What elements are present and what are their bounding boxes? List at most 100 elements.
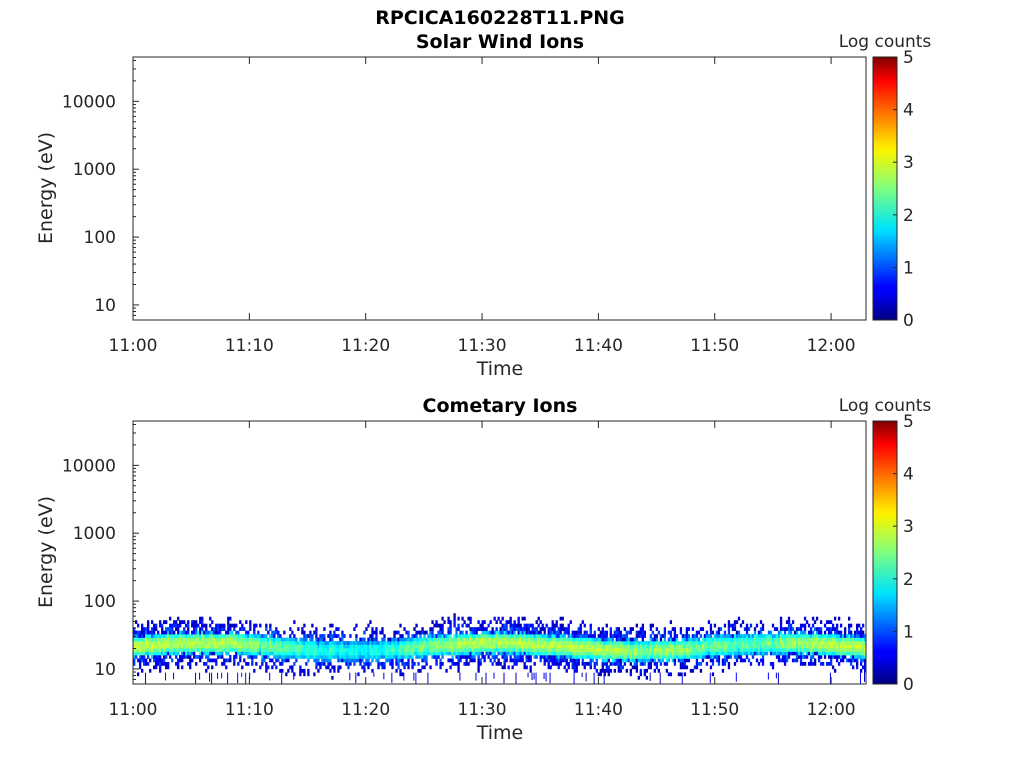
heatmap-cell bbox=[475, 641, 478, 645]
heatmap-cell bbox=[771, 644, 775, 649]
heatmap-cell bbox=[387, 641, 390, 645]
heatmap-cell bbox=[645, 655, 648, 659]
colorbar-tick-label: 0 bbox=[903, 311, 914, 331]
x-axis-label: Time bbox=[476, 722, 524, 744]
heatmap-cell bbox=[857, 644, 861, 649]
heatmap-cell bbox=[281, 668, 284, 673]
heatmap-cell bbox=[859, 627, 863, 631]
heatmap-cell bbox=[547, 637, 550, 642]
heatmap-cell bbox=[855, 648, 859, 652]
heatmap-cell bbox=[605, 665, 608, 670]
heatmap-cell bbox=[817, 648, 821, 652]
heatmap-cell bbox=[753, 648, 757, 652]
heatmap-cell bbox=[543, 661, 546, 666]
heatmap-cell bbox=[479, 644, 482, 649]
heatmap-cell bbox=[649, 627, 652, 631]
heatmap-cell bbox=[327, 661, 330, 666]
heatmap-cell bbox=[285, 641, 288, 645]
heatmap-cell bbox=[771, 648, 775, 652]
heatmap-cell bbox=[679, 641, 683, 645]
heatmap-cell bbox=[861, 648, 865, 652]
heatmap-cell bbox=[681, 672, 683, 684]
heatmap-cell bbox=[553, 623, 556, 628]
heatmap-cell bbox=[783, 637, 787, 642]
heatmap-cell bbox=[689, 641, 693, 645]
colorbar-tick-label: 4 bbox=[903, 465, 914, 485]
heatmap-cell bbox=[711, 672, 715, 677]
heatmap-cell bbox=[685, 634, 689, 638]
heatmap-cell bbox=[265, 665, 268, 670]
heatmap-cell bbox=[513, 661, 516, 666]
heatmap-cell bbox=[285, 658, 288, 663]
heatmap-cell bbox=[695, 658, 699, 663]
heatmap-cell bbox=[683, 655, 687, 659]
heatmap-cell bbox=[847, 616, 851, 621]
heatmap-cell bbox=[583, 655, 586, 659]
heatmap-cell bbox=[779, 623, 783, 628]
heatmap-cell bbox=[491, 644, 494, 649]
heatmap-cell bbox=[537, 648, 540, 652]
heatmap-cell bbox=[667, 651, 671, 656]
heatmap-cell bbox=[699, 641, 703, 645]
heatmap-cell bbox=[543, 644, 546, 649]
heatmap-cell bbox=[555, 651, 558, 656]
heatmap-cell bbox=[217, 672, 219, 679]
heatmap-cell bbox=[751, 655, 755, 659]
heatmap-cell bbox=[249, 627, 252, 631]
heatmap-cell bbox=[411, 641, 414, 645]
heatmap-cell bbox=[177, 665, 180, 670]
heatmap-cell bbox=[613, 668, 616, 673]
heatmap-cell bbox=[317, 661, 320, 666]
heatmap-cell bbox=[781, 634, 785, 638]
heatmap-cell bbox=[239, 644, 242, 649]
heatmap-cell bbox=[693, 641, 697, 645]
heatmap-cell bbox=[159, 641, 162, 645]
heatmap-cell bbox=[621, 658, 624, 663]
heatmap-cell bbox=[763, 648, 767, 652]
heatmap-cell bbox=[835, 644, 839, 649]
heatmap-cell bbox=[825, 661, 829, 666]
heatmap-cell bbox=[231, 637, 234, 642]
heatmap-cell bbox=[453, 634, 456, 638]
heatmap-cell bbox=[141, 658, 144, 663]
heatmap-cell bbox=[531, 644, 534, 649]
heatmap-cell bbox=[729, 648, 733, 652]
heatmap-cell bbox=[445, 637, 448, 642]
heatmap-cell bbox=[769, 641, 773, 645]
heatmap-cell bbox=[659, 648, 663, 652]
heatmap-cell bbox=[207, 637, 210, 642]
heatmap-cell bbox=[719, 637, 723, 642]
heatmap-cell bbox=[857, 648, 861, 652]
heatmap-cell bbox=[359, 661, 362, 666]
heatmap-cell bbox=[519, 623, 522, 628]
heatmap-cell bbox=[671, 648, 675, 652]
heatmap-cell bbox=[525, 630, 528, 635]
heatmap-cell bbox=[363, 651, 366, 656]
heatmap-cell bbox=[383, 672, 385, 680]
heatmap-cell bbox=[635, 644, 638, 649]
colorbar-gradient bbox=[872, 420, 898, 685]
heatmap-cell bbox=[187, 623, 190, 628]
heatmap-cell bbox=[475, 634, 478, 638]
heatmap-cell bbox=[341, 648, 344, 652]
heatmap-cell bbox=[769, 630, 773, 635]
heatmap-cell bbox=[645, 648, 648, 652]
heatmap-cell bbox=[789, 637, 793, 642]
heatmap-cell bbox=[189, 641, 192, 645]
heatmap-cell bbox=[415, 672, 417, 684]
heatmap-cell bbox=[563, 655, 566, 659]
heatmap-cell bbox=[527, 651, 530, 656]
heatmap-cell bbox=[285, 644, 288, 649]
heatmap-cell bbox=[275, 655, 278, 659]
heatmap-cell bbox=[229, 627, 232, 631]
heatmap-cell bbox=[561, 627, 564, 631]
heatmap-cell bbox=[799, 623, 803, 628]
heatmap-cell bbox=[287, 644, 290, 649]
heatmap-cell bbox=[399, 668, 402, 673]
heatmap-cell bbox=[593, 641, 596, 645]
heatmap-cell bbox=[659, 634, 663, 638]
heatmap-cell bbox=[745, 634, 749, 638]
heatmap-cell bbox=[789, 623, 793, 628]
heatmap-cell bbox=[685, 641, 689, 645]
